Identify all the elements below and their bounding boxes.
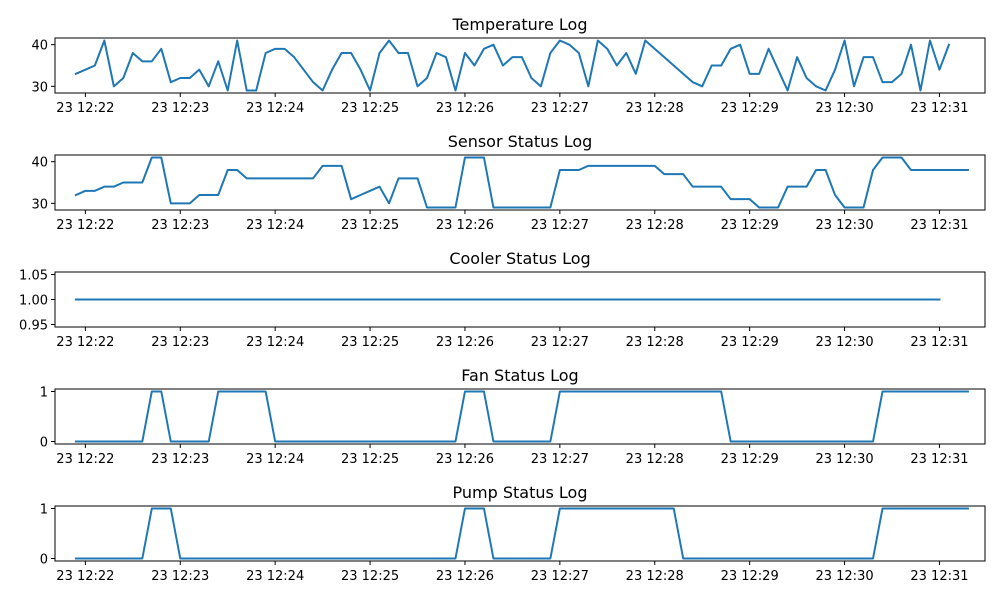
y-tick-label: 40 (31, 156, 48, 171)
x-tick-label: 23 12:23 (151, 452, 209, 467)
x-tick-label: 23 12:25 (341, 335, 399, 350)
x-tick-label: 23 12:31 (910, 335, 968, 350)
series-line (74, 390, 969, 443)
x-tick-label: 23 12:22 (56, 101, 114, 116)
x-tick-label: 23 12:29 (721, 335, 779, 350)
x-tick-label: 23 12:31 (910, 218, 968, 233)
x-tick-label: 23 12:30 (815, 452, 873, 467)
chart-panel: Fan Status Log 23 12:22 23 12:23 23 12:24 23… (40, 366, 986, 467)
y-tick-label: 40 (31, 39, 48, 54)
x-tick-label: 23 12:27 (531, 569, 589, 584)
y-tick-label: 1 (40, 386, 48, 401)
x-tick-label: 23 12:29 (721, 218, 779, 233)
x-tick-label: 23 12:23 (151, 218, 209, 233)
y-tick-label: 1.05 (19, 269, 48, 284)
chart-title: Sensor Status Log (448, 132, 593, 151)
chart-panel: Sensor Status Log 23 12:22 23 12:23 23 12:2… (31, 132, 986, 233)
y-tick-label: 0 (40, 553, 48, 568)
x-tick-label: 23 12:29 (721, 452, 779, 467)
x-tick-label: 23 12:31 (910, 569, 968, 584)
x-tick-label: 23 12:23 (151, 101, 209, 116)
y-tick-label: 30 (31, 80, 48, 95)
x-tick-label: 23 12:25 (341, 101, 399, 116)
x-tick-label: 23 12:26 (436, 101, 494, 116)
axes-frame (54, 154, 986, 211)
chart-panel: Pump Status Log 23 12:22 23 12:23 23 12:24 2… (40, 483, 986, 584)
x-tick-label: 23 12:24 (246, 218, 304, 233)
x-tick-label: 23 12:30 (815, 218, 873, 233)
x-tick-label: 23 12:25 (341, 569, 399, 584)
x-tick-label: 23 12:27 (531, 335, 589, 350)
x-tick-label: 23 12:27 (531, 101, 589, 116)
x-tick-label: 23 12:27 (531, 452, 589, 467)
x-tick-label: 23 12:31 (910, 101, 968, 116)
y-tick-label: 1.00 (19, 294, 48, 309)
x-tick-label: 23 12:30 (815, 569, 873, 584)
x-tick-label: 23 12:28 (626, 569, 684, 584)
chart-title: Temperature Log (451, 15, 587, 34)
x-tick-label: 23 12:24 (246, 101, 304, 116)
x-tick-label: 23 12:22 (56, 335, 114, 350)
x-tick-label: 23 12:26 (436, 335, 494, 350)
series-line (74, 507, 969, 560)
x-tick-label: 23 12:31 (910, 452, 968, 467)
x-tick-label: 23 12:30 (815, 101, 873, 116)
x-tick-label: 23 12:23 (151, 335, 209, 350)
x-tick-label: 23 12:28 (626, 101, 684, 116)
chart-title: Cooler Status Log (449, 249, 590, 268)
chart-panel: Cooler Status Log 23 12:22 23 12:23 23 12:2… (19, 249, 986, 350)
x-tick-label: 23 12:26 (436, 569, 494, 584)
chart-panel: Temperature Log 23 12:22 23 12:23 23 12:24 2… (31, 15, 986, 116)
x-tick-label: 23 12:25 (341, 452, 399, 467)
series-line (74, 39, 951, 92)
y-tick-label: 0 (40, 436, 48, 451)
series-line (74, 156, 969, 209)
x-tick-label: 23 12:29 (721, 101, 779, 116)
x-tick-label: 23 12:25 (341, 218, 399, 233)
x-tick-label: 23 12:29 (721, 569, 779, 584)
y-tick-label: 30 (31, 197, 48, 212)
axes-frame (54, 388, 986, 445)
x-tick-label: 23 12:22 (56, 569, 114, 584)
x-tick-label: 23 12:23 (151, 569, 209, 584)
chart-title: Fan Status Log (461, 366, 578, 385)
y-tick-label: 0.95 (19, 319, 48, 334)
x-tick-label: 23 12:26 (436, 452, 494, 467)
x-tick-label: 23 12:28 (626, 452, 684, 467)
x-tick-label: 23 12:22 (56, 218, 114, 233)
x-tick-label: 23 12:30 (815, 335, 873, 350)
x-tick-label: 23 12:28 (626, 335, 684, 350)
x-tick-label: 23 12:24 (246, 569, 304, 584)
x-tick-label: 23 12:24 (246, 452, 304, 467)
x-tick-label: 23 12:28 (626, 218, 684, 233)
chart-title: Pump Status Log (453, 483, 588, 502)
x-tick-label: 23 12:24 (246, 335, 304, 350)
axes-frame (54, 37, 986, 94)
axes-frame (54, 505, 986, 562)
x-tick-label: 23 12:22 (56, 452, 114, 467)
x-tick-label: 23 12:27 (531, 218, 589, 233)
y-tick-label: 1 (40, 503, 48, 518)
x-tick-label: 23 12:26 (436, 218, 494, 233)
